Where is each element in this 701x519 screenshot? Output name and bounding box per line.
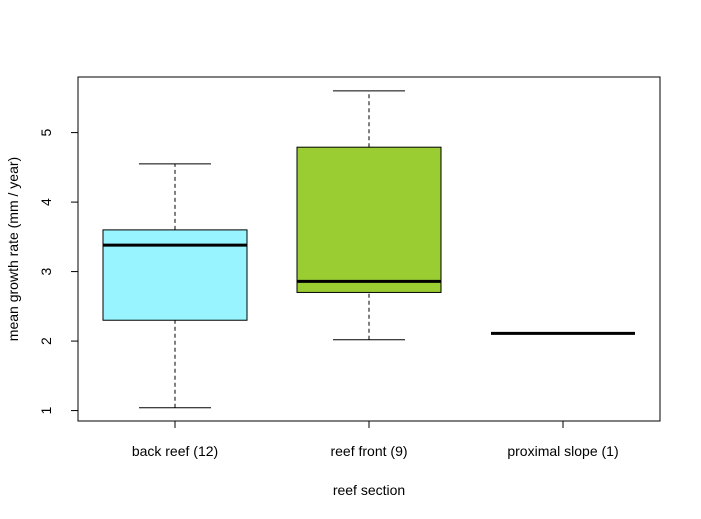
- y-axis-title: mean growth rate (mm / year): [5, 157, 21, 341]
- y-tick-label: 2: [38, 337, 54, 345]
- x-axis-title: reef section: [333, 482, 405, 498]
- box-group: [296, 90, 442, 341]
- x-tick-label: proximal slope (1): [507, 443, 618, 459]
- y-tick-label: 1: [38, 406, 54, 414]
- iqr-box: [296, 146, 442, 293]
- x-tick-label: reef front (9): [330, 443, 407, 459]
- y-tick-label: 3: [38, 267, 54, 275]
- y-axis: 1 2 3 4 5: [38, 128, 79, 414]
- y-tick-label: 5: [38, 128, 54, 136]
- iqr-box: [102, 229, 248, 321]
- x-tick-label: back reef (12): [132, 443, 218, 459]
- box-group: [102, 163, 248, 409]
- boxes: [102, 90, 635, 409]
- x-axis: back reef (12) reef front (9) proximal slo…: [132, 420, 619, 459]
- y-tick-label: 4: [38, 198, 54, 206]
